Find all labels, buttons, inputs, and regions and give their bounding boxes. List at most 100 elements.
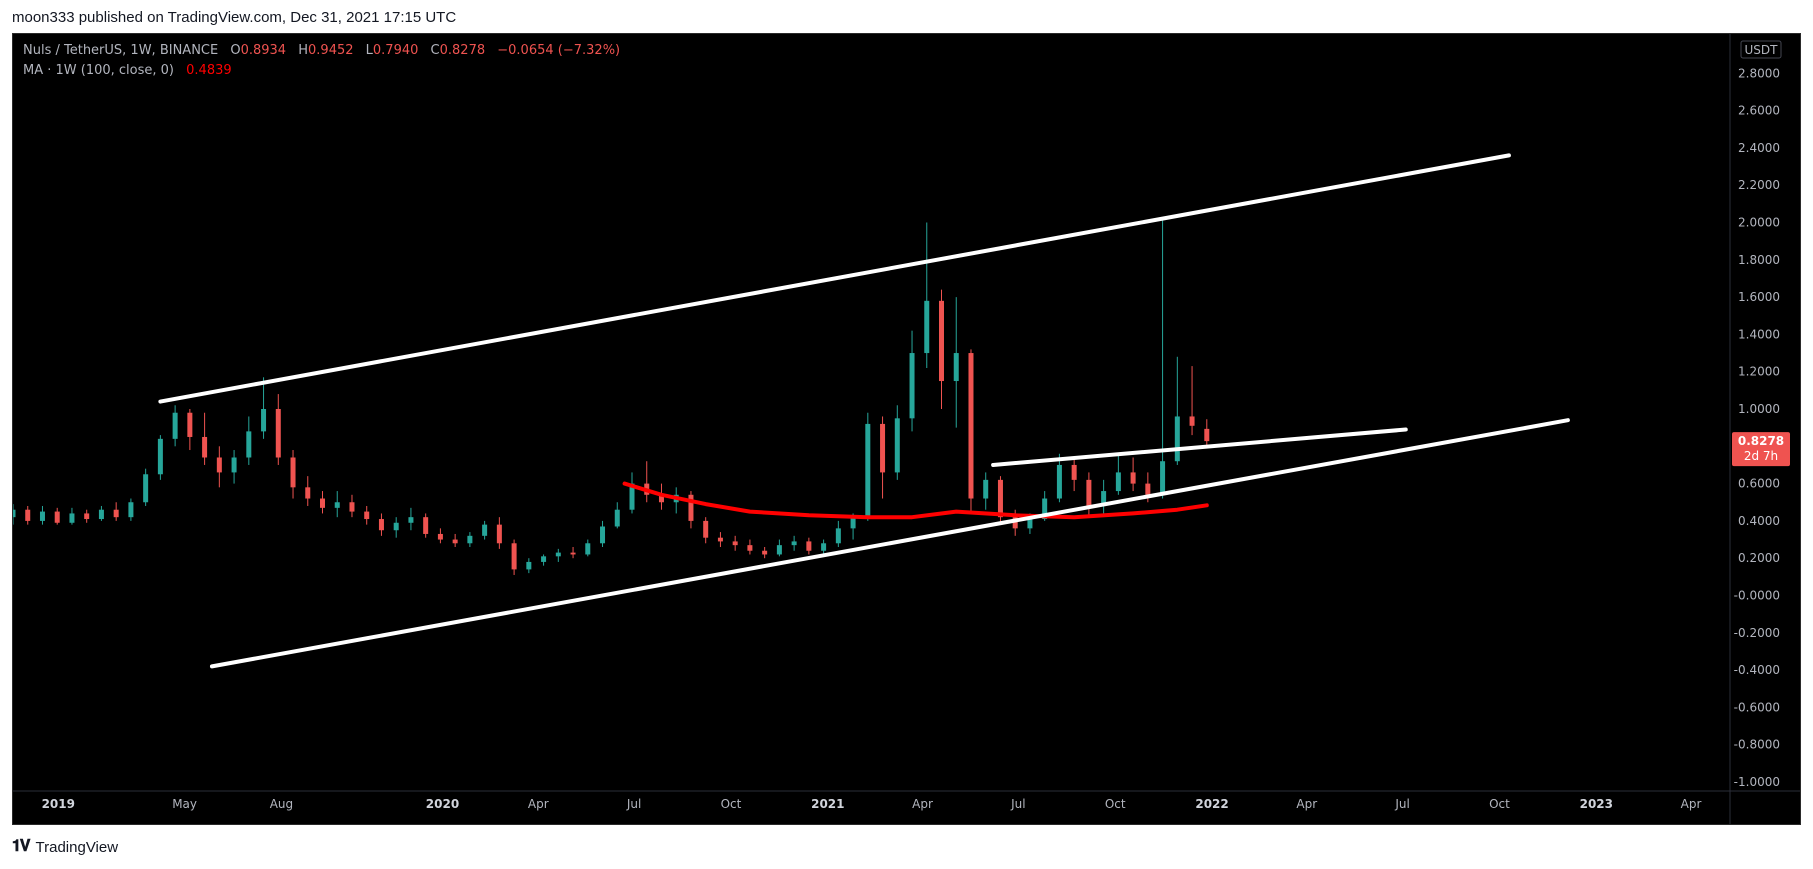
candle[interactable] [54,507,60,525]
candle[interactable] [1189,366,1195,436]
candle[interactable] [688,491,694,529]
time-tick-label: 2021 [811,797,844,811]
candle[interactable] [467,532,473,548]
candle[interactable] [128,498,134,521]
candle[interactable] [880,416,886,499]
candle[interactable] [1071,457,1077,492]
candle[interactable] [585,539,591,557]
candle[interactable] [909,330,915,432]
candle[interactable] [1174,356,1180,465]
candle[interactable] [1115,453,1121,495]
candle[interactable] [216,446,222,488]
upper-channel-trendline[interactable] [158,153,1511,404]
candle[interactable] [13,504,16,525]
candle[interactable] [717,532,723,548]
candle[interactable] [98,505,104,521]
candle-body [953,353,959,382]
candle[interactable] [496,517,502,549]
candle[interactable] [261,377,267,439]
candle[interactable] [349,494,355,518]
candle[interactable] [231,450,237,484]
candle-body [1204,428,1210,442]
chart-frame[interactable]: 2.8000 2.6000 2.4000 2.2000 2.0000 1.8000 1.60… [12,33,1801,825]
candle[interactable] [290,450,296,499]
candle[interactable] [143,468,149,506]
candle[interactable] [334,491,340,518]
candle[interactable] [364,505,370,525]
time-tick-label: 2022 [1195,797,1228,811]
candle[interactable] [39,505,45,525]
moving-average-line[interactable] [622,481,1209,520]
candle[interactable] [924,222,930,368]
candle[interactable] [541,554,547,566]
candle[interactable] [1204,419,1210,448]
candle[interactable] [275,394,281,465]
candle-body [1160,461,1166,495]
tradingview-logo-icon: 𝟏𝐕 [12,838,30,855]
candle[interactable] [172,405,178,447]
candle[interactable] [113,502,119,521]
candle[interactable] [378,513,384,536]
footer-logo-text: TradingView [35,838,119,856]
candle[interactable] [69,507,75,525]
candle[interactable] [320,491,326,514]
candle[interactable] [865,412,871,521]
candle[interactable] [983,472,989,510]
candle-body [334,502,340,508]
candle-body [688,494,694,521]
candle[interactable] [25,505,31,525]
price-tick-label: 1.0000 [1738,402,1780,416]
currency-label[interactable]: USDT [1740,40,1782,59]
candle[interactable] [526,558,532,574]
candle[interactable] [821,539,827,555]
candle[interactable] [894,405,900,480]
resistance-line-trendline[interactable] [991,427,1408,467]
candle[interactable] [791,535,797,551]
candle[interactable] [305,476,311,506]
candle[interactable] [762,547,768,559]
candle[interactable] [1101,479,1107,514]
candle[interactable] [408,507,414,531]
candle[interactable] [997,476,1003,525]
candle-body [983,479,989,499]
candle[interactable] [939,289,945,409]
legend-close: 0.8278 [440,43,486,58]
candle[interactable] [187,409,193,451]
candle[interactable] [1086,472,1092,518]
candle[interactable] [84,509,90,523]
price-tick-label: 1.8000 [1738,253,1780,267]
candle[interactable] [482,520,488,540]
legend-symbol: Nuls / TetherUS, 1W, BINANCE O0.8934 H0.… [23,43,620,58]
candle[interactable] [570,547,576,559]
candle[interactable] [629,472,635,514]
candle[interactable] [555,548,561,562]
candle[interactable] [614,502,620,529]
candle[interactable] [732,535,738,551]
candle[interactable] [1056,453,1062,503]
candle[interactable] [437,528,443,544]
time-axis[interactable]: 2019 May Aug 2020 Apr Jul Oct 2021 Apr Jul Oct 2022… [42,797,1702,811]
price-tick-label: -0.0000 [1734,589,1780,603]
candle[interactable] [393,517,399,538]
candle[interactable] [202,412,208,465]
candle[interactable] [835,520,841,548]
candle[interactable] [157,435,163,480]
candle[interactable] [600,520,606,548]
candle-body [143,474,149,503]
candlestick-chart[interactable]: 2.8000 2.6000 2.4000 2.2000 2.0000 1.8000 1.60… [13,34,1800,824]
candle[interactable] [968,349,974,512]
candle-body [1042,498,1048,520]
candle-body [732,541,738,546]
candle[interactable] [703,517,709,544]
footer-logo[interactable]: 𝟏𝐕 TradingView [12,838,118,856]
candle[interactable] [747,539,753,555]
lower-channel-trendline[interactable] [209,418,1570,669]
candle[interactable] [511,539,517,575]
candle[interactable] [806,537,812,555]
candle[interactable] [776,539,782,557]
candle[interactable] [452,533,458,548]
candle[interactable] [953,297,959,428]
candle[interactable] [423,513,429,538]
candle[interactable] [1130,457,1136,492]
candle[interactable] [246,416,252,465]
